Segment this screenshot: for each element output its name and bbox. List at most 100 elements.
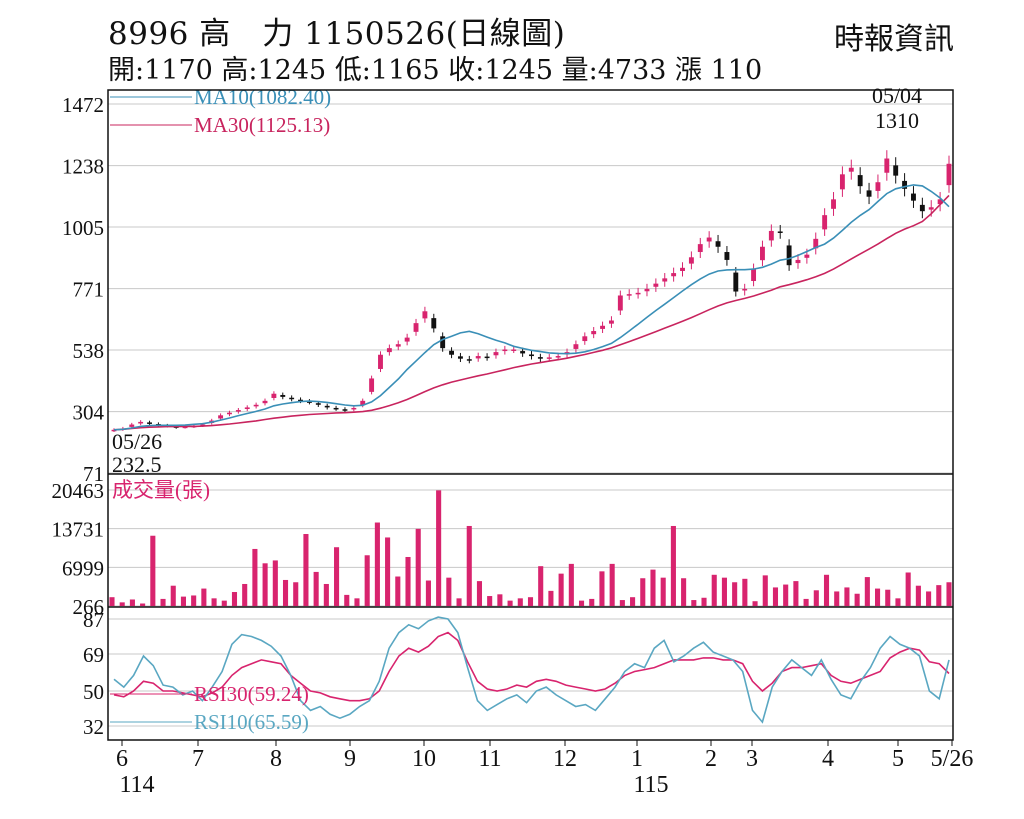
candle-body [315,403,321,405]
stat-2: 低:1165 [334,55,449,86]
volume-bar [527,597,534,606]
volume-bar [374,522,380,606]
candle-body [200,424,206,427]
rsi30-line [113,631,950,702]
price-tick-label: 304 [73,401,105,425]
volume-bar [926,591,932,606]
volume-bar [589,598,595,606]
chart-title: 8996 高 力 1150526(日線圖) [108,8,565,53]
volume-bar [405,556,411,606]
volume-bar [772,587,779,606]
volume-bar [180,596,186,606]
volume-bar [395,576,401,606]
stat-4: 量:4733 [561,55,676,86]
volume-bar [109,597,115,606]
month-label: 4 [822,746,834,772]
volume-bar [681,578,687,606]
legend-label: MA10(1082.40) [194,85,331,109]
candle-body [502,349,508,352]
candle-body [147,422,152,424]
volume-bar [293,582,299,606]
volume-bar [783,584,789,606]
candle-body [342,409,348,411]
candle-body [262,400,268,404]
candle-body [529,354,534,357]
month-label: 2 [705,746,717,772]
candle-body [600,325,606,329]
volume-bar [334,547,340,606]
candle-body [609,320,614,324]
month-label: 3 [746,746,758,772]
price-tick-label: 1238 [62,155,104,179]
volume-bar [150,535,156,606]
volume-bar [507,600,513,606]
candle-body [653,283,659,287]
candle-body [324,405,330,408]
year-label: 114 [119,772,154,798]
month-label: 10 [412,746,436,772]
month-label: 5 [892,746,904,772]
volume-bar [813,590,819,606]
candle-body [573,344,579,349]
candle-body [884,158,890,173]
rsi-tick-label: 50 [83,680,104,704]
candle-body [831,199,836,209]
volume-bar [803,598,809,606]
ma30-line [113,194,950,431]
volume-bar [742,578,748,606]
month-label: 6 [116,746,128,772]
candle-body [680,267,685,271]
volume-title: 成交量(張) [112,478,210,502]
candle-body [440,336,446,349]
volume-bar [538,566,544,606]
candle-body [351,407,357,410]
volume-bar [211,598,217,606]
candle-body [582,336,588,342]
volume-bar [936,585,942,606]
candle-body [688,257,694,264]
volume-bar [262,563,268,606]
volume-bar [875,588,881,606]
candle-body [911,193,916,201]
volume-bar [619,600,625,606]
volume-bar [701,597,707,606]
candle-body [760,246,765,261]
candle-body [751,269,757,281]
volume-bar [456,598,462,606]
volume-bar [752,601,758,606]
volume-bar [558,573,564,606]
volume-tick-label: 6999 [62,556,104,580]
candle-body [644,288,650,292]
date-caption: 1150526(日線圖) [304,16,566,52]
candle-body [493,352,499,356]
candle-body [724,252,730,260]
volume-bar [252,548,258,606]
chart-frame [107,89,954,741]
price-tick-label: 71 [83,462,104,486]
candle-body [857,175,863,187]
volume-tick-label: 266 [73,595,105,619]
volume-bar [140,603,146,606]
volume-bar [364,555,370,606]
volume-bar [650,569,656,606]
volume-bar [670,525,676,606]
candle-body [404,337,410,342]
volume-bar [864,577,870,606]
candle-body [378,354,383,369]
candle-body [839,174,845,190]
candle-body [395,344,401,347]
volume-bar [905,572,911,606]
volume-bar [946,582,952,606]
month-label: 7 [192,746,204,772]
volume-bar [660,577,666,606]
candle-body [520,351,526,354]
month-label: 11 [478,746,501,772]
candle-body [706,237,712,242]
candle-body [591,331,597,335]
candle-body [937,199,943,205]
volume-bar [129,599,135,606]
candle-body [928,207,934,210]
volume-bar [844,587,850,606]
candle-body [804,254,810,258]
low-value-annotation: 232.5 [112,452,162,477]
